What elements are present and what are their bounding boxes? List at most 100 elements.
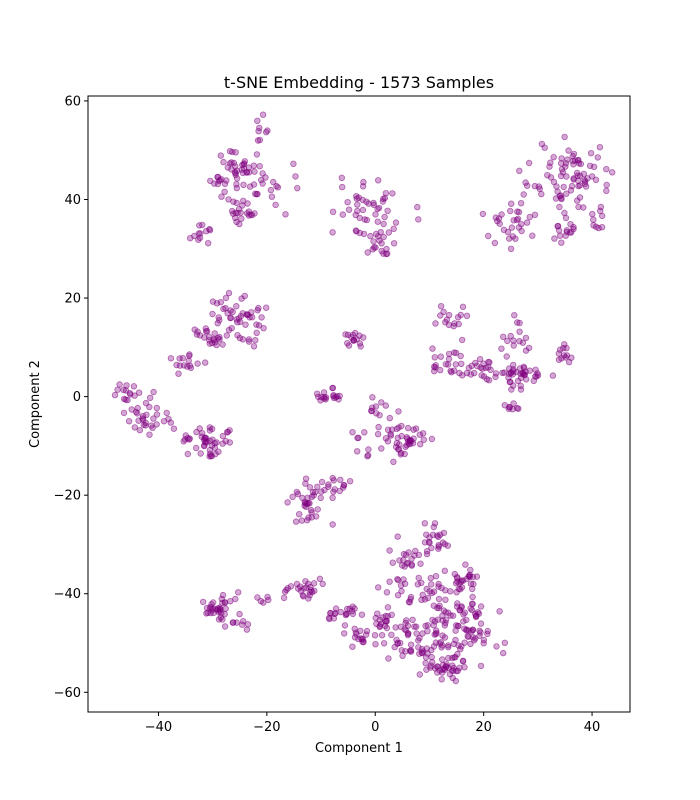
scatter-point xyxy=(445,350,453,358)
scatter-point xyxy=(256,162,263,170)
scatter-point xyxy=(407,593,415,601)
scatter-point xyxy=(427,574,434,582)
scatter-point xyxy=(576,172,584,179)
scatter-point xyxy=(432,573,440,580)
scatter-point xyxy=(485,232,492,240)
scatter-point xyxy=(185,436,193,443)
scatter-point xyxy=(134,410,141,417)
scatter-point xyxy=(231,214,239,221)
scatter-point xyxy=(532,366,539,373)
scatter-point xyxy=(359,206,367,214)
scatter-point xyxy=(314,483,321,490)
scatter-point xyxy=(383,589,391,596)
scatter-point xyxy=(341,622,349,629)
x-axis-label: Component 1 xyxy=(315,741,403,756)
scatter-point xyxy=(339,183,346,191)
scatter-point xyxy=(430,523,437,531)
scatter-point xyxy=(192,444,200,452)
scatter-point xyxy=(409,616,416,623)
scatter-point xyxy=(462,561,469,568)
scatter-point xyxy=(437,312,444,319)
scatter-point xyxy=(477,603,485,610)
scatter-point xyxy=(209,310,216,318)
scatter-point xyxy=(234,589,242,596)
scatter-point xyxy=(239,197,247,204)
scatter-point xyxy=(142,399,150,407)
scatter-point xyxy=(467,371,474,378)
scatter-point xyxy=(386,547,393,554)
scatter-point xyxy=(398,647,405,654)
scatter-point xyxy=(467,566,474,574)
scatter-point xyxy=(480,640,487,647)
scatter-point xyxy=(243,626,251,633)
chart-title: t-SNE Embedding - 1573 Samples xyxy=(224,73,494,92)
scatter-point xyxy=(483,376,491,383)
scatter-point xyxy=(411,623,418,630)
y-tick-label: 20 xyxy=(64,292,81,307)
scatter-point xyxy=(290,160,297,167)
scatter-point xyxy=(500,333,507,340)
scatter-point xyxy=(422,654,430,661)
scatter-point xyxy=(207,452,215,460)
scatter-point xyxy=(215,448,222,455)
scatter-point xyxy=(305,595,312,602)
scatter-point xyxy=(596,143,604,151)
scatter-point xyxy=(213,439,220,446)
scatter-point xyxy=(561,133,568,141)
scatter-point xyxy=(219,341,226,348)
x-tick-label: −40 xyxy=(145,720,172,735)
scatter-point xyxy=(167,355,175,362)
scatter-point xyxy=(385,655,392,662)
scatter-point xyxy=(523,219,531,226)
scatter-point xyxy=(341,630,348,637)
scatter-point xyxy=(331,486,338,493)
scatter-point xyxy=(522,334,530,342)
scatter-point xyxy=(120,409,128,417)
scatter-point xyxy=(441,622,448,629)
scatter-point xyxy=(228,159,235,166)
scatter-point xyxy=(504,228,512,236)
scatter-point xyxy=(208,425,216,433)
scatter-point xyxy=(477,629,484,636)
scatter-point xyxy=(243,168,251,176)
scatter-point xyxy=(460,618,467,625)
scatter-point xyxy=(569,152,576,160)
scatter-point xyxy=(506,365,513,372)
scatter-point xyxy=(406,599,413,606)
scatter-point xyxy=(236,334,244,342)
scatter-point xyxy=(186,352,193,359)
scatter-point xyxy=(314,390,321,397)
scatter-point xyxy=(541,144,548,151)
scatter-point xyxy=(547,159,554,166)
scatter-point xyxy=(325,481,332,488)
scatter-point xyxy=(282,211,289,218)
scatter-point xyxy=(201,334,208,341)
scatter-point xyxy=(195,236,202,243)
scatter-point xyxy=(199,598,207,606)
scatter-point xyxy=(201,442,208,449)
scatter-point xyxy=(445,355,453,363)
scatter-point xyxy=(376,412,383,419)
scatter-point xyxy=(206,225,213,233)
scatter-point xyxy=(143,411,150,418)
axes-frame xyxy=(87,95,631,713)
scatter-point xyxy=(402,619,409,627)
scatter-point xyxy=(517,382,524,389)
scatter-point xyxy=(405,424,412,432)
scatter-point xyxy=(558,239,565,246)
scatter-point xyxy=(550,153,557,161)
scatter-point xyxy=(513,216,520,224)
scatter-point xyxy=(358,635,366,643)
scatter-point xyxy=(414,581,421,588)
scatter-point xyxy=(292,518,300,525)
scatter-point xyxy=(258,314,265,321)
scatter-point xyxy=(507,245,515,252)
scatter-point xyxy=(555,350,562,357)
scatter-point xyxy=(130,383,138,390)
scatter-point xyxy=(256,124,263,132)
scatter-point xyxy=(487,366,494,373)
scatter-point xyxy=(522,347,530,354)
scatter-point xyxy=(429,345,436,352)
scatter-point xyxy=(207,177,214,185)
